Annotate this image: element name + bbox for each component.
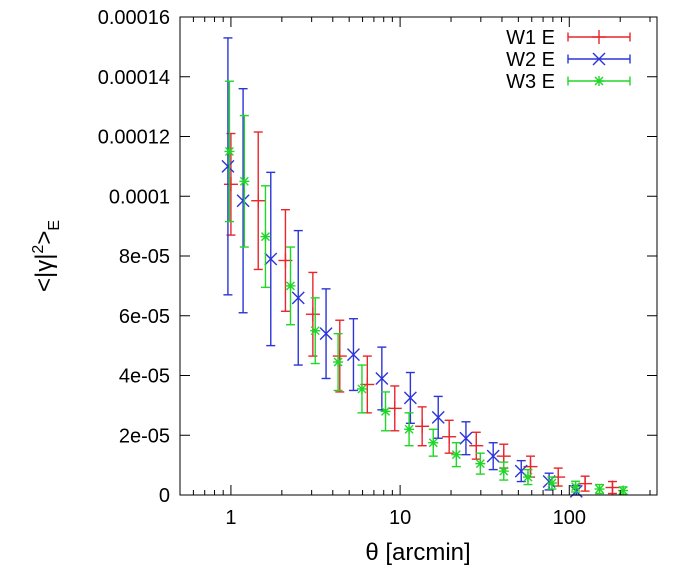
data-point [264,252,278,266]
data-point [356,383,367,394]
data-point [380,406,391,417]
data-point [451,449,462,460]
data-point [236,194,250,208]
legend-label: W2 E [506,49,555,71]
data-point [570,481,581,492]
data-point [285,280,296,291]
data-point [239,176,250,187]
x-tick-label: 100 [553,507,586,529]
data-point [486,449,500,463]
y-tick-label: 0.0001 [109,186,170,208]
svg-text:<|γ|2>E: <|γ|2>E [30,220,63,292]
data-point [387,401,402,416]
data-point [469,438,484,453]
data-point [333,357,344,368]
data-point [224,146,235,157]
series-w2-e [221,37,583,498]
data-point [403,391,417,405]
data-point [431,410,445,424]
legend-marker [592,52,606,66]
data-point [415,419,430,434]
legend-marker [592,30,606,44]
data-point [319,327,333,341]
data-point [605,480,620,495]
data-point [578,476,593,491]
data-point [291,291,305,305]
data-point [251,193,266,208]
legend-label: W1 E [506,27,555,49]
data-point [496,449,511,464]
legend-item: W1 E [506,27,631,49]
data-point [375,371,389,385]
data-point [594,484,605,495]
legend-item: W2 E [506,49,631,71]
data-point [310,325,321,336]
legend-label: W3 E [506,71,555,93]
data-point [260,231,271,242]
data-point [442,429,457,444]
data-point [546,478,557,489]
data-point [305,307,320,322]
y-tick-label: 0.00016 [98,7,170,29]
y-tick-label: 0.00012 [98,127,170,149]
x-tick-label: 1 [225,507,236,529]
legend-item: W3 E [506,71,631,93]
data-point [428,437,439,448]
y-tick-label: 2e-05 [119,425,170,447]
series-w3-e [224,80,629,496]
data-point [618,485,629,496]
data-point [459,431,473,445]
data-point [221,159,235,173]
y-tick-label: 0 [159,485,170,507]
data-point [404,424,415,435]
data-point [346,348,360,362]
legend-marker [594,76,604,86]
x-axis-title: θ [arcmin] [365,539,470,566]
legend: W1 EW2 EW3 E [506,27,631,93]
y-tick-label: 6e-05 [119,306,170,328]
data-point [522,472,533,483]
y-axis-title: <|γ|2>E [30,220,63,292]
series-w1-e [223,131,620,495]
data-point [223,177,238,192]
y-tick-label: 0.00014 [98,67,170,89]
y-tick-label: 8e-05 [119,246,170,268]
x-tick-label: 10 [389,507,411,529]
data-point [498,466,509,477]
data-point [475,458,486,469]
y-tick-label: 4e-05 [119,366,170,388]
